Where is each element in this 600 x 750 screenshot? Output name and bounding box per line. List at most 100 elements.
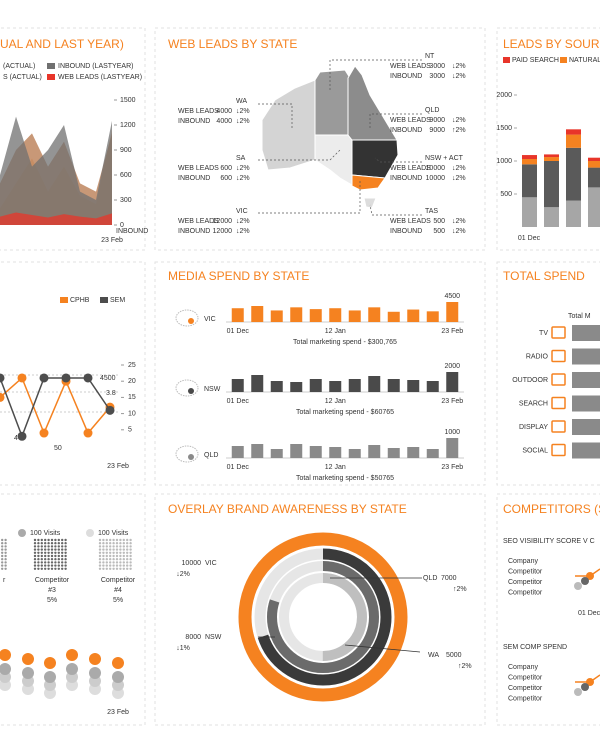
pictogram-dot [57,567,60,570]
panel-frame [154,261,486,486]
pictogram-dot [37,558,40,561]
pictogram-dot [40,551,43,554]
category-label: SOCIAL [522,447,548,454]
pictogram-dot [0,554,4,558]
leader-line [258,149,341,161]
state-change: ↓2% [452,73,466,80]
dot [89,667,101,679]
pictogram-dot [64,558,67,561]
legend-label: Competitor [508,685,543,692]
series-label: WEB LEADS [178,108,219,115]
pictogram-dot [61,561,64,564]
pictogram-dot [47,538,50,542]
pictogram-dot [98,558,102,561]
panel-frame [496,261,600,486]
pictogram-dot [54,564,57,567]
pictogram-dot [102,561,105,564]
legend-swatch [47,63,55,69]
pictogram-dot [33,551,37,554]
pictogram-dot [50,564,54,567]
pictogram-dot [37,542,40,545]
pictogram-dot [0,548,4,551]
pictogram-dot [126,564,129,567]
bar [251,375,264,392]
pictogram-dot [50,542,54,545]
pictogram-dot [54,567,57,570]
pictogram-dot [40,554,43,558]
y-tick-label: 500 [500,191,512,198]
pictogram-dot [115,561,119,564]
pictogram-dot [98,561,102,564]
chart-title: COMPETITORS (SE [503,502,600,516]
pictogram-dot [64,542,67,545]
pictogram-dot [109,554,112,558]
annotation: 4 [14,435,18,442]
state-value: 3000 [429,63,445,70]
pictogram-dot [64,548,67,551]
state-name: NT [425,53,435,60]
pictogram-dot [109,558,112,561]
chart-title: LEADS BY SOURCE [503,37,600,51]
pictogram-dot [112,545,115,548]
state-change: ↓2% [236,228,250,235]
pictogram-dot [50,551,54,554]
state-change: ↓2% [452,218,466,225]
pictogram-dot [64,545,67,548]
state-icon [175,379,199,397]
y-tick-label: 25 [128,362,136,369]
icon [551,420,566,433]
legend-label: PAID SEARCH [512,57,559,64]
pictogram-dot [126,551,129,554]
pictogram-dot [37,561,40,564]
pictogram-dot [61,564,64,567]
pictogram-dot [61,545,64,548]
pictogram-dot [122,551,126,554]
marker [0,373,5,383]
bar-segment [522,164,537,198]
pictogram-dot [119,548,122,551]
pictogram-dot [44,561,47,564]
pictogram-dot [4,558,7,561]
ring-arc [267,561,379,673]
pictogram-dot [44,567,47,570]
bar [387,379,400,392]
legend-label: Competitor [508,579,543,586]
pictogram-dot [44,548,47,551]
legend-label: S (ACTUAL) [3,74,42,81]
pictogram-dot [102,564,105,567]
state-change: ↓2% [236,108,250,115]
bar [348,449,361,458]
legend-label: Company [508,558,538,565]
chart-title: WEB LEADS BY STATE [168,37,297,51]
pictogram-dot [119,554,122,558]
pictogram-dot [122,558,126,561]
legend-label: Competitor [508,589,543,596]
legend-label: SEM [110,297,125,304]
pictogram-dot [37,551,40,554]
pictogram-dot [115,567,119,570]
pictogram-dot [40,542,43,545]
bar [387,311,400,322]
y-tick-label: 900 [120,147,132,154]
pictogram-dot [105,551,109,554]
state-icon-dot [188,454,194,460]
pictogram-dot [61,554,64,558]
x-tick-label: 23 Feb [441,464,463,471]
pictogram-dot [40,558,43,561]
pictogram-dot [98,551,102,554]
category-label: OUTDOOR [512,377,548,384]
ring-value: 7000 [441,575,457,582]
bar [407,380,420,392]
series-label: INBOUND [178,175,210,182]
bar-cropped [572,419,600,435]
x-tick-label: 23 Feb [107,709,129,716]
pictogram-dot [98,554,102,558]
bar [231,379,244,392]
leader-line [329,59,422,90]
bar-segment [566,200,581,227]
pictogram-dot [102,554,105,558]
pictogram-dot [44,538,47,542]
y-tick-label: 5 [128,427,132,434]
state-shape [314,69,351,136]
pictogram-dot [50,545,54,548]
